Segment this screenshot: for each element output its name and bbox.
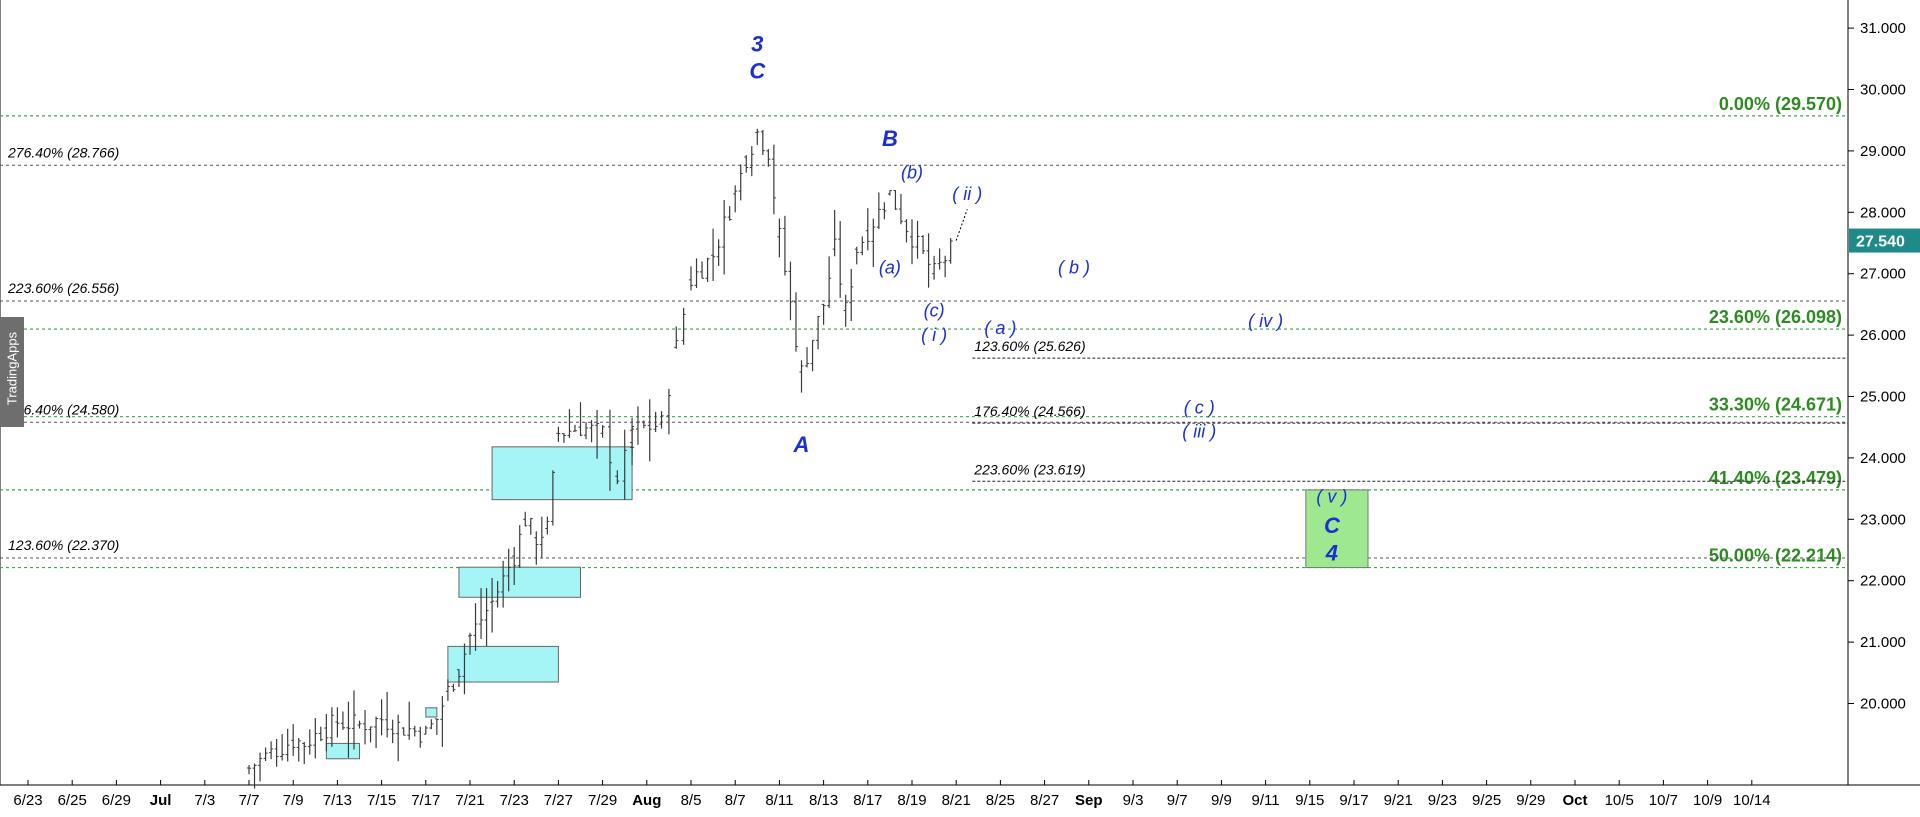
wave-label: (a)	[879, 258, 901, 278]
retracement-label: 41.40% (23.479)	[1709, 468, 1842, 488]
extension-label: 223.60% (26.556)	[7, 280, 119, 296]
wave-label: C	[749, 58, 766, 83]
time-tick-label: 7/17	[411, 792, 440, 809]
time-tick-label: 7/3	[194, 792, 215, 809]
last-price-tag	[1849, 228, 1920, 253]
time-tick-label: 9/9	[1211, 792, 1232, 809]
time-tick-label: 8/5	[681, 792, 702, 809]
time-tick-label: 10/14	[1733, 792, 1771, 809]
wave-label: ( b )	[1058, 258, 1090, 278]
price-tick-label: 25.000	[1860, 389, 1906, 406]
last-price-label: 27.540	[1856, 234, 1905, 251]
price-tick-label: 29.000	[1860, 143, 1906, 160]
wave-label: ( i )	[921, 325, 947, 345]
price-tick-label: 26.000	[1860, 327, 1906, 344]
gap-zone	[491, 446, 633, 501]
projection-extension-label: 123.60% (25.626)	[974, 338, 1085, 354]
projection-extension-label: 223.60% (23.619)	[973, 461, 1085, 477]
time-tick-label: 6/25	[58, 792, 87, 809]
wave-label: ( ii )	[952, 184, 982, 204]
price-tick-label: 22.000	[1860, 573, 1906, 590]
time-tick-label: 9/15	[1295, 792, 1324, 809]
time-tick-label: Aug	[632, 792, 661, 809]
time-tick-label: 8/19	[897, 792, 926, 809]
time-tick-label: 9/11	[1252, 792, 1280, 809]
price-tick-label: 23.000	[1860, 511, 1906, 528]
price-tick-label: 28.000	[1860, 204, 1906, 221]
time-tick-label: 8/21	[942, 792, 971, 809]
time-tick-label: 9/21	[1384, 792, 1413, 809]
retracement-label: 33.30% (24.671)	[1709, 395, 1842, 415]
wave-label: (c)	[924, 301, 945, 321]
extension-label: 276.40% (28.766)	[7, 144, 119, 160]
time-tick-label: 9/17	[1339, 792, 1368, 809]
time-tick-label: 8/13	[809, 792, 838, 809]
price-tick-label: 27.000	[1860, 266, 1906, 283]
projection-extension-label: 176.40% (24.566)	[974, 403, 1085, 419]
time-tick-label: 9/7	[1167, 792, 1188, 809]
time-tick-label: 6/29	[102, 792, 131, 809]
retracement-label: 0.00% (29.570)	[1719, 94, 1842, 114]
price-tick-label: 30.000	[1860, 82, 1906, 99]
gap-zone	[447, 645, 559, 683]
time-tick-label: 10/9	[1693, 792, 1722, 809]
gap-zone	[425, 707, 438, 718]
time-tick-label: 7/15	[367, 792, 396, 809]
time-tick-label: 7/21	[455, 792, 484, 809]
time-tick-label: Oct	[1562, 792, 1587, 809]
price-tick-label: 24.000	[1860, 450, 1906, 467]
price-tick-label: 31.000	[1860, 20, 1906, 37]
retracement-label: 23.60% (26.098)	[1709, 307, 1842, 327]
wave-label: A	[793, 432, 810, 457]
time-tick-label: 8/25	[986, 792, 1015, 809]
time-tick-label: 8/17	[853, 792, 882, 809]
time-tick-label: 10/5	[1605, 792, 1634, 809]
wave-label: (b)	[901, 163, 923, 183]
extension-label: 123.60% (22.370)	[8, 537, 119, 553]
time-tick-label: 7/27	[544, 792, 573, 809]
time-tick-label: 10/7	[1649, 792, 1678, 809]
wave-label: C	[1324, 513, 1341, 538]
time-tick-label: 9/25	[1472, 792, 1501, 809]
time-tick-label: 9/3	[1123, 792, 1144, 809]
time-tick-label: 8/27	[1030, 792, 1059, 809]
price-tick-label: 20.000	[1860, 696, 1906, 713]
time-tick-label: Sep	[1075, 792, 1103, 809]
wave-label: ( iii )	[1182, 422, 1216, 442]
projection-line	[955, 209, 968, 241]
time-tick-label: 7/7	[239, 792, 260, 809]
wave-label: ( a )	[984, 318, 1016, 338]
time-tick-label: 7/9	[283, 792, 304, 809]
wave-label: ( iv )	[1248, 311, 1283, 331]
time-tick-label: 9/23	[1428, 792, 1457, 809]
time-tick-label: 6/23	[13, 792, 42, 809]
time-tick-label: 7/29	[588, 792, 617, 809]
target-zone	[1305, 489, 1369, 569]
time-tick-label: Jul	[150, 792, 172, 809]
wave-label: ( v )	[1316, 487, 1347, 507]
time-tick-label: 9/29	[1516, 792, 1545, 809]
time-tick-label: 7/13	[323, 792, 352, 809]
wave-label: ( c )	[1184, 398, 1215, 418]
retracement-label: 50.00% (22.214)	[1709, 546, 1842, 566]
watermark-badge: TradingApps	[0, 317, 24, 427]
watermark-text: TradingApps	[4, 331, 20, 406]
time-tick-label: 7/23	[500, 792, 529, 809]
gap-zone	[458, 566, 582, 598]
time-tick-label: 8/7	[725, 792, 746, 809]
extension-label: 176.40% (24.580)	[8, 401, 119, 417]
price-tick-label: 21.000	[1860, 634, 1906, 651]
wave-label: 3	[751, 31, 763, 56]
time-tick-label: 8/11	[765, 792, 793, 809]
wave-label: 4	[1325, 540, 1338, 565]
wave-label: B	[882, 126, 898, 151]
